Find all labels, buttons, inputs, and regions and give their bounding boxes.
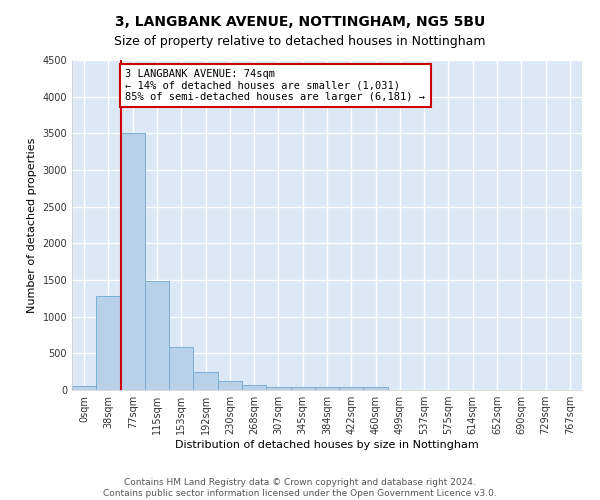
Bar bbox=[315, 388, 339, 390]
Bar bbox=[121, 134, 145, 390]
Bar bbox=[169, 346, 193, 390]
Bar bbox=[364, 387, 388, 390]
Bar bbox=[193, 372, 218, 390]
Y-axis label: Number of detached properties: Number of detached properties bbox=[27, 138, 37, 312]
Bar bbox=[242, 385, 266, 390]
Bar bbox=[96, 296, 121, 390]
Bar bbox=[72, 386, 96, 390]
Text: Contains HM Land Registry data © Crown copyright and database right 2024.
Contai: Contains HM Land Registry data © Crown c… bbox=[103, 478, 497, 498]
Text: 3 LANGBANK AVENUE: 74sqm
← 14% of detached houses are smaller (1,031)
85% of sem: 3 LANGBANK AVENUE: 74sqm ← 14% of detach… bbox=[125, 69, 425, 102]
Bar bbox=[339, 387, 364, 390]
Bar bbox=[145, 282, 169, 390]
X-axis label: Distribution of detached houses by size in Nottingham: Distribution of detached houses by size … bbox=[175, 440, 479, 450]
Bar bbox=[290, 388, 315, 390]
Text: 3, LANGBANK AVENUE, NOTTINGHAM, NG5 5BU: 3, LANGBANK AVENUE, NOTTINGHAM, NG5 5BU bbox=[115, 15, 485, 29]
Text: Size of property relative to detached houses in Nottingham: Size of property relative to detached ho… bbox=[114, 35, 486, 48]
Bar bbox=[266, 386, 290, 390]
Bar bbox=[218, 381, 242, 390]
